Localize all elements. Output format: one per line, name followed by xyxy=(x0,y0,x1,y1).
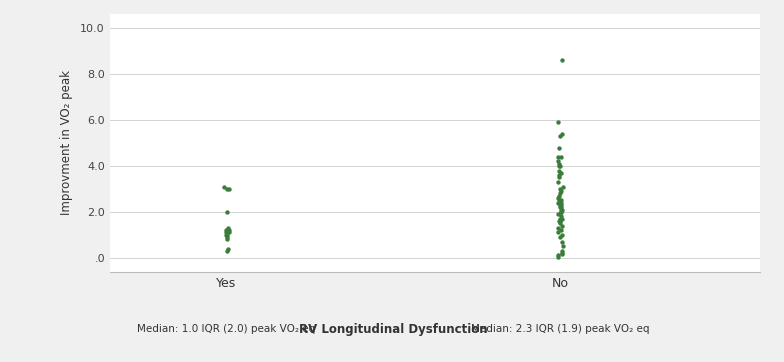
Point xyxy=(554,214,567,219)
Point xyxy=(556,239,568,245)
Point xyxy=(556,251,568,257)
Point xyxy=(223,227,235,233)
Point xyxy=(556,58,568,63)
Point xyxy=(555,227,568,233)
Point xyxy=(552,119,564,125)
Point xyxy=(556,223,568,228)
Point xyxy=(555,197,568,203)
Point xyxy=(552,179,564,185)
Point xyxy=(555,250,568,256)
Point xyxy=(552,195,564,201)
Point xyxy=(553,163,565,169)
Point xyxy=(552,211,564,217)
Point xyxy=(553,174,565,180)
Point xyxy=(555,170,568,176)
Point xyxy=(555,232,568,238)
Point xyxy=(220,232,232,238)
Point xyxy=(554,209,567,215)
Text: Median: 1.0 IQR (2.0) peak VO₂ eq: Median: 1.0 IQR (2.0) peak VO₂ eq xyxy=(137,324,316,334)
Point xyxy=(553,145,565,151)
Point xyxy=(554,216,566,222)
Point xyxy=(555,154,568,160)
Point xyxy=(554,209,567,215)
Point xyxy=(222,230,234,235)
Point xyxy=(556,207,568,212)
Point xyxy=(553,168,565,173)
Point xyxy=(552,161,564,167)
Point xyxy=(554,218,566,224)
Point xyxy=(553,193,565,199)
Point xyxy=(554,188,567,194)
Text: Median: 2.3 IQR (1.9) peak VO₂ eq: Median: 2.3 IQR (1.9) peak VO₂ eq xyxy=(471,324,649,334)
Point xyxy=(221,232,234,238)
Point xyxy=(555,216,568,222)
Point xyxy=(553,218,565,224)
Point xyxy=(554,202,566,208)
Point xyxy=(552,172,564,178)
Point xyxy=(220,234,233,240)
Point xyxy=(554,207,567,212)
Point xyxy=(556,131,568,137)
Point xyxy=(218,184,230,189)
Point xyxy=(555,204,568,210)
Point xyxy=(223,186,235,192)
Point xyxy=(220,186,233,192)
Point xyxy=(552,200,564,206)
Point xyxy=(554,186,566,192)
Point xyxy=(221,246,234,252)
Point xyxy=(554,204,566,210)
Point xyxy=(554,220,567,226)
Point xyxy=(554,163,566,169)
Point xyxy=(552,159,564,164)
Point xyxy=(554,133,566,139)
Point xyxy=(220,227,232,233)
Point xyxy=(554,234,566,240)
Point xyxy=(221,236,234,242)
Point xyxy=(557,243,569,249)
Point xyxy=(553,197,565,203)
Point xyxy=(554,190,566,196)
Point xyxy=(552,254,564,260)
Point xyxy=(555,200,568,206)
Point xyxy=(557,184,569,189)
Point xyxy=(552,154,564,160)
Text: RV Longitudinal Dysfunction: RV Longitudinal Dysfunction xyxy=(299,323,488,336)
Point xyxy=(220,248,233,254)
Y-axis label: Improvment in VO₂ peak: Improvment in VO₂ peak xyxy=(60,71,74,215)
Point xyxy=(552,253,564,258)
Point xyxy=(220,230,233,235)
Point xyxy=(556,248,568,254)
Point xyxy=(220,209,233,215)
Point xyxy=(552,230,564,235)
Point xyxy=(552,225,564,231)
Point xyxy=(555,202,568,208)
Point xyxy=(222,225,234,231)
